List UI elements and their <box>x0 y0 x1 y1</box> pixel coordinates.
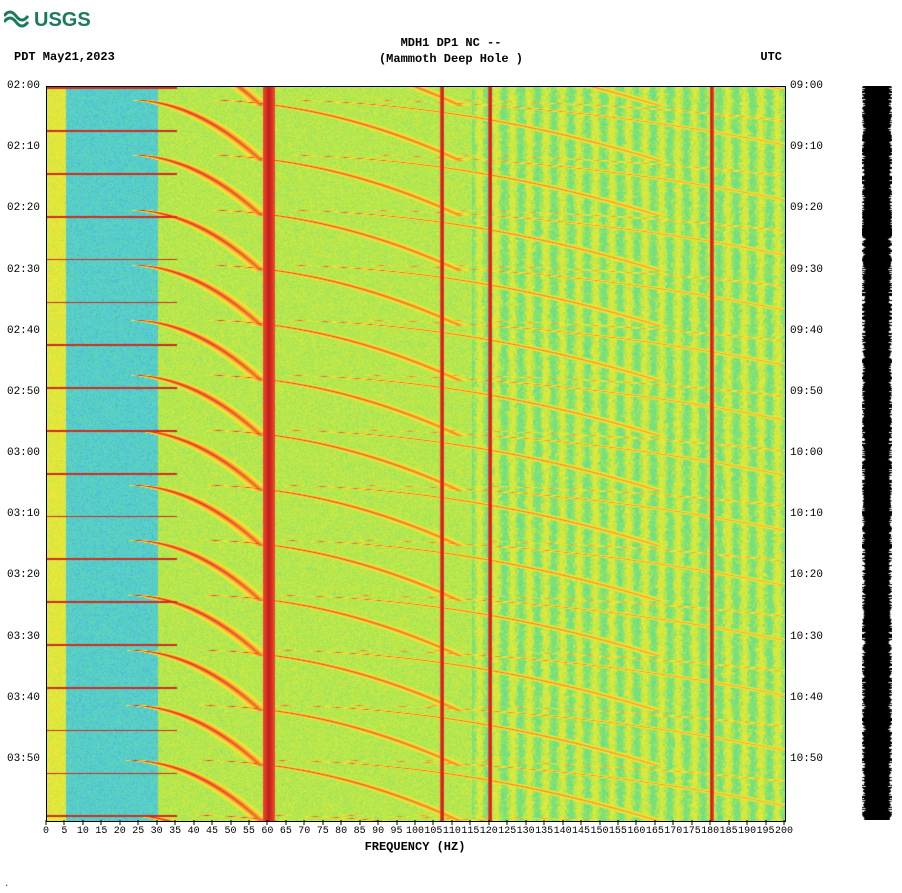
right-time-tick: 10:50 <box>790 753 823 765</box>
freq-tick: 190 <box>738 826 756 837</box>
right-time-tick: 10:20 <box>790 569 823 581</box>
freq-tick: 185 <box>720 826 738 837</box>
freq-tick: 200 <box>775 826 793 837</box>
spectrogram-canvas <box>47 87 785 821</box>
right-time-tick: 10:10 <box>790 508 823 520</box>
right-time-tick: 10:40 <box>790 692 823 704</box>
footnote: . <box>4 879 9 889</box>
usgs-text: USGS <box>34 9 91 31</box>
freq-tick: 45 <box>206 826 218 837</box>
left-time-tick: 03:10 <box>0 508 40 520</box>
freq-tick: 95 <box>391 826 403 837</box>
freq-tick: 40 <box>188 826 200 837</box>
freq-tick: 75 <box>317 826 329 837</box>
freq-tick: 165 <box>646 826 664 837</box>
freq-tick: 85 <box>354 826 366 837</box>
left-time-tick: 03:40 <box>0 692 40 704</box>
spectrogram-plot <box>46 86 786 822</box>
freq-tick: 195 <box>757 826 775 837</box>
pdt-date-label: PDT May21,2023 <box>14 50 115 64</box>
right-time-axis: 09:0009:1009:2009:3009:4009:5010:0010:10… <box>786 86 840 820</box>
waveform-strip <box>862 86 892 820</box>
freq-tick: 25 <box>132 826 144 837</box>
freq-tick: 10 <box>77 826 89 837</box>
freq-tick: 170 <box>664 826 682 837</box>
freq-tick: 115 <box>461 826 479 837</box>
freq-tick: 130 <box>517 826 535 837</box>
usgs-logo: USGS <box>4 4 104 34</box>
freq-tick: 80 <box>335 826 347 837</box>
right-time-tick: 09:40 <box>790 325 823 337</box>
freq-tick: 175 <box>683 826 701 837</box>
freq-tick: 135 <box>535 826 553 837</box>
freq-tick: 150 <box>590 826 608 837</box>
left-time-tick: 02:10 <box>0 141 40 153</box>
freq-tick: 100 <box>406 826 424 837</box>
freq-tick: 60 <box>261 826 273 837</box>
right-time-tick: 09:30 <box>790 264 823 276</box>
left-time-tick: 03:00 <box>0 447 40 459</box>
freq-tick: 5 <box>61 826 67 837</box>
freq-tick: 160 <box>627 826 645 837</box>
left-time-tick: 03:20 <box>0 569 40 581</box>
right-time-tick: 10:00 <box>790 447 823 459</box>
freq-tick: 180 <box>701 826 719 837</box>
right-time-tick: 09:50 <box>790 386 823 398</box>
right-time-tick: 09:20 <box>790 202 823 214</box>
left-time-tick: 02:00 <box>0 80 40 92</box>
left-time-tick: 02:20 <box>0 202 40 214</box>
freq-tick: 90 <box>372 826 384 837</box>
freq-tick: 65 <box>280 826 292 837</box>
freq-tick: 15 <box>95 826 107 837</box>
freq-tick: 105 <box>424 826 442 837</box>
freq-tick: 35 <box>169 826 181 837</box>
left-time-tick: 03:30 <box>0 631 40 643</box>
left-time-axis: 02:0002:1002:2002:3002:4002:5003:0003:10… <box>0 86 44 820</box>
left-time-tick: 02:30 <box>0 264 40 276</box>
utc-label: UTC <box>760 50 782 64</box>
left-time-tick: 02:40 <box>0 325 40 337</box>
left-time-tick: 03:50 <box>0 753 40 765</box>
right-time-tick: 09:10 <box>790 141 823 153</box>
freq-tick: 110 <box>443 826 461 837</box>
freq-tick: 145 <box>572 826 590 837</box>
freq-tick: 20 <box>114 826 126 837</box>
freq-tick: 70 <box>298 826 310 837</box>
freq-tick: 30 <box>151 826 163 837</box>
right-time-tick: 10:30 <box>790 631 823 643</box>
freq-tick: 50 <box>224 826 236 837</box>
left-time-tick: 02:50 <box>0 386 40 398</box>
freq-tick: 155 <box>609 826 627 837</box>
frequency-axis-label: FREQUENCY (HZ) <box>46 840 784 854</box>
freq-tick: 55 <box>243 826 255 837</box>
freq-tick: 0 <box>43 826 49 837</box>
freq-tick: 120 <box>480 826 498 837</box>
freq-tick: 140 <box>554 826 572 837</box>
right-time-tick: 09:00 <box>790 80 823 92</box>
waveform-canvas <box>862 86 892 820</box>
freq-tick: 125 <box>498 826 516 837</box>
